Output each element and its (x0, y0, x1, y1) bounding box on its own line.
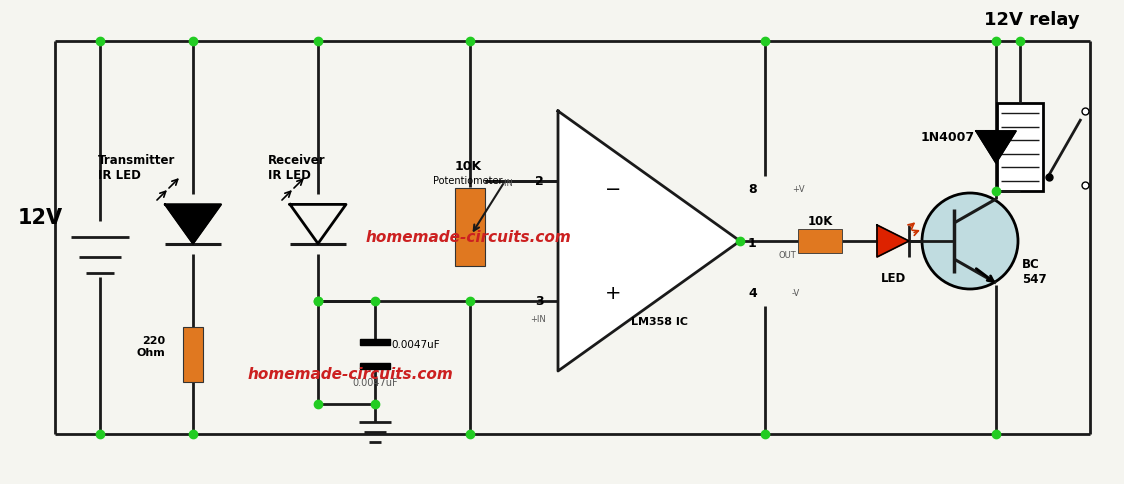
Text: LED: LED (880, 272, 906, 285)
Text: −: − (605, 180, 622, 199)
Polygon shape (165, 205, 221, 244)
Text: +: + (605, 284, 622, 303)
Text: Potentiometer: Potentiometer (433, 176, 502, 186)
Text: 2: 2 (535, 175, 544, 188)
Text: BC
547: BC 547 (1022, 257, 1046, 286)
Text: -IN: -IN (502, 179, 514, 188)
Text: 0.0047uF: 0.0047uF (391, 339, 439, 349)
Circle shape (922, 194, 1018, 289)
Text: Transmitter
IR LED: Transmitter IR LED (98, 154, 175, 182)
Text: 12V: 12V (18, 208, 63, 227)
Text: +V: +V (792, 185, 805, 194)
Text: 1: 1 (747, 237, 756, 250)
Text: 4: 4 (747, 287, 756, 300)
Polygon shape (976, 132, 1016, 164)
Text: -V: -V (792, 289, 800, 298)
Text: OUT: OUT (778, 251, 796, 260)
Text: 8: 8 (747, 183, 756, 196)
FancyBboxPatch shape (455, 189, 484, 267)
Text: 0.0047uF: 0.0047uF (352, 377, 398, 387)
FancyBboxPatch shape (798, 229, 842, 254)
Text: 220
Ohm: 220 Ohm (136, 335, 165, 357)
Text: Receiver
IR LED: Receiver IR LED (268, 154, 326, 182)
FancyBboxPatch shape (360, 339, 390, 345)
Text: +IN: +IN (531, 315, 546, 324)
Text: homemade-circuits.com: homemade-circuits.com (365, 230, 571, 245)
FancyBboxPatch shape (997, 104, 1043, 192)
Text: 12V relay: 12V relay (985, 11, 1080, 29)
Text: 3: 3 (535, 295, 544, 308)
Text: 10K: 10K (807, 215, 833, 228)
FancyBboxPatch shape (183, 327, 203, 382)
Text: 1N4007: 1N4007 (921, 131, 976, 144)
Text: LM358 IC: LM358 IC (631, 317, 688, 326)
Polygon shape (877, 226, 909, 257)
Text: 10K: 10K (454, 160, 481, 173)
Polygon shape (558, 112, 740, 371)
Text: homemade-circuits.com: homemade-circuits.com (247, 367, 453, 382)
FancyBboxPatch shape (360, 363, 390, 369)
